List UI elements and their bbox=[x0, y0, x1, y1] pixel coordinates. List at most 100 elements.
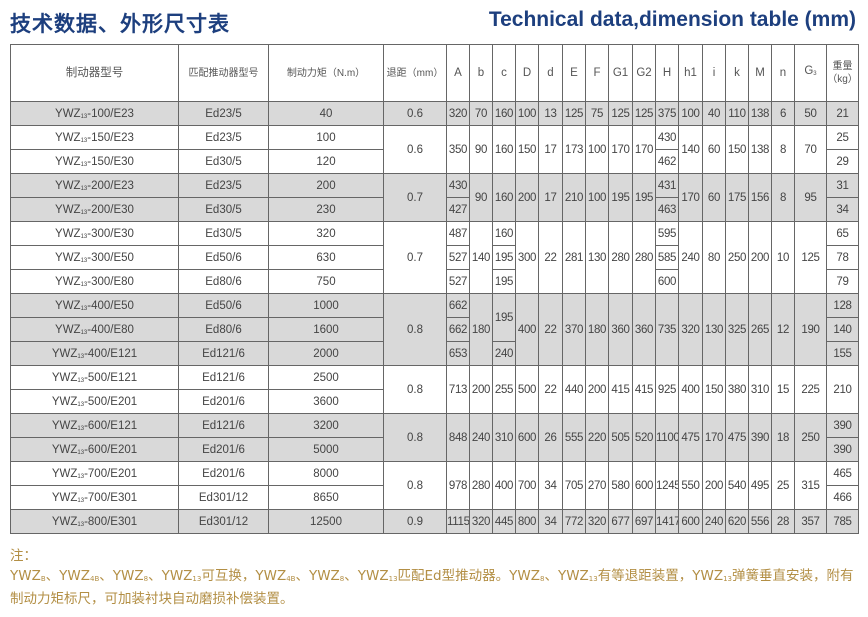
model-base: YWZ bbox=[51, 395, 78, 408]
notes-subscript: 4B bbox=[90, 575, 100, 583]
model-sub: 13 bbox=[80, 185, 88, 192]
table-row: YWZ13-400/E50 Ed50/6 1000 0.8 662 180 195 400 22… bbox=[10, 293, 859, 366]
model-suffix: -400/E121 bbox=[84, 347, 138, 360]
dim-G2-cell: 195 bbox=[632, 173, 656, 222]
page-title-cn: 技术数据、外形尺寸表 bbox=[10, 12, 230, 36]
model-cell: YWZ13-150/E30 bbox=[10, 149, 179, 174]
retract-cell: 0.8 bbox=[383, 293, 447, 366]
header-dim-label: G1 bbox=[612, 66, 629, 79]
dim-n-cell: 25 bbox=[771, 461, 795, 510]
dim-H-cell: 1245 bbox=[655, 461, 679, 510]
dim-c-cell: 255 bbox=[492, 365, 516, 414]
dim-n-cell: 10 bbox=[771, 221, 795, 294]
pusher-cell: Ed30/5 bbox=[178, 221, 269, 246]
model-suffix: -400/E80 bbox=[87, 323, 134, 336]
model-suffix: -500/E121 bbox=[84, 371, 138, 384]
dim-b-cell: 70 bbox=[469, 101, 493, 126]
dim-G2-cell: 360 bbox=[632, 293, 656, 366]
retract-cell: 0.8 bbox=[383, 461, 447, 510]
dim-c-cell: 160 bbox=[492, 125, 516, 174]
dim-i-cell: 40 bbox=[702, 101, 726, 126]
dim-c-cell: 195 bbox=[492, 293, 516, 342]
dim-k-cell: 540 bbox=[725, 461, 749, 510]
dim-M-cell: 556 bbox=[748, 509, 772, 534]
notes-subscript: 13 bbox=[192, 575, 202, 583]
model-base: YWZ bbox=[55, 323, 81, 336]
dim-H-cell: 925 bbox=[655, 365, 679, 414]
weight-cell: 210 bbox=[826, 365, 859, 414]
dim-G1-cell: 360 bbox=[608, 293, 633, 366]
dim-b-cell: 280 bbox=[469, 461, 493, 510]
model-suffix: -150/E23 bbox=[87, 131, 134, 144]
torque-cell: 40 bbox=[268, 101, 384, 126]
dim-F-cell: 200 bbox=[585, 365, 609, 414]
model-suffix: -800/E301 bbox=[84, 515, 138, 528]
model-suffix: -300/E80 bbox=[87, 275, 134, 288]
model-cell: YWZ13-300/E50 bbox=[10, 245, 179, 270]
torque-cell: 120 bbox=[268, 149, 384, 174]
model-base: YWZ bbox=[51, 443, 78, 456]
header-dim-label: c bbox=[501, 66, 507, 79]
dim-G2-cell: 125 bbox=[632, 101, 656, 126]
torque-cell: 3600 bbox=[268, 389, 384, 414]
weight-cell: 65 bbox=[826, 221, 859, 246]
table-row: YWZ13-800/E301 Ed301/12 12500 0.9 1115 320 445… bbox=[10, 509, 859, 534]
model-cell: YWZ13-800/E301 bbox=[10, 509, 179, 534]
dim-b-cell: 180 bbox=[469, 293, 493, 366]
dim-b-cell: 240 bbox=[469, 413, 493, 462]
notes-text: YWZB、YWZ4B、YWZ8、YWZ13可互换，YWZ4B、YWZ8、YWZ1… bbox=[10, 566, 858, 609]
model-base: YWZ bbox=[51, 467, 78, 480]
header-dim-label: i bbox=[712, 66, 716, 79]
dim-F-cell: 220 bbox=[585, 413, 609, 462]
dim-c-cell: 160 bbox=[492, 221, 516, 246]
dim-D-cell: 300 bbox=[515, 221, 539, 294]
dim-H-cell: 1100 bbox=[655, 413, 679, 462]
table-row: YWZ13-200/E23 Ed23/5 200 0.7 430 90 160 200 17 21… bbox=[10, 173, 859, 222]
dim-c-cell: 400 bbox=[492, 461, 516, 510]
notes-text-segment: 、YWZ bbox=[99, 568, 144, 584]
dim-M-cell: 265 bbox=[748, 293, 772, 366]
pusher-cell: Ed50/6 bbox=[178, 245, 269, 270]
pusher-cell: Ed121/6 bbox=[178, 365, 269, 390]
dim-d-cell: 17 bbox=[538, 125, 563, 174]
model-suffix: -600/E201 bbox=[84, 443, 138, 456]
dim-G3-cell: 250 bbox=[794, 413, 827, 462]
table-row: YWZ13-400/E121 Ed121/6 2000 653 240 155 bbox=[10, 341, 859, 366]
model-sub: 13 bbox=[80, 233, 88, 240]
dim-F-cell: 320 bbox=[585, 509, 609, 534]
header-dim-label: A bbox=[454, 66, 462, 79]
pusher-cell: Ed301/12 bbox=[178, 485, 269, 510]
model-sub: 13 bbox=[77, 353, 85, 360]
header-dim: G1 bbox=[608, 44, 633, 102]
torque-cell: 750 bbox=[268, 269, 384, 294]
notes-text-segment: 有等退距装置，YWZ bbox=[597, 568, 724, 584]
dim-G1-cell: 415 bbox=[608, 365, 633, 414]
table-row: YWZ13-700/E201 Ed201/6 8000 0.8 978 280 400 700… bbox=[10, 461, 859, 510]
retract-cell: 0.7 bbox=[383, 173, 447, 222]
dim-n-cell: 28 bbox=[771, 509, 795, 534]
model-suffix: -600/E121 bbox=[84, 419, 138, 432]
dim-i-cell: 80 bbox=[702, 221, 726, 294]
header-pusher: 匹配推动器型号 bbox=[178, 44, 269, 102]
dim-G3-cell: 70 bbox=[794, 125, 827, 174]
model-base: YWZ bbox=[55, 131, 81, 144]
dim-i-cell: 130 bbox=[702, 293, 726, 366]
dim-G3-cell: 357 bbox=[794, 509, 827, 534]
pusher-cell: Ed30/5 bbox=[178, 149, 269, 174]
retract-cell: 0.6 bbox=[383, 125, 447, 174]
dim-d-cell: 26 bbox=[538, 413, 563, 462]
model-base: YWZ bbox=[55, 155, 81, 168]
model-suffix: -700/E301 bbox=[84, 491, 138, 504]
header-dim-label: E bbox=[570, 66, 578, 79]
dim-d-cell: 17 bbox=[538, 173, 563, 222]
dim-H-cell: 585 bbox=[655, 245, 679, 270]
dim-M-cell: 495 bbox=[748, 461, 772, 510]
model-cell: YWZ13-200/E30 bbox=[10, 197, 179, 222]
table-row: YWZ13-600/E201 Ed201/6 5000 390 bbox=[10, 437, 859, 462]
dim-h1-cell: 600 bbox=[678, 509, 703, 534]
dim-A-cell: 662 bbox=[446, 293, 470, 318]
weight-cell: 78 bbox=[826, 245, 859, 270]
dim-E-cell: 173 bbox=[562, 125, 586, 174]
dim-h1-cell: 170 bbox=[678, 173, 703, 222]
model-base: YWZ bbox=[55, 299, 81, 312]
